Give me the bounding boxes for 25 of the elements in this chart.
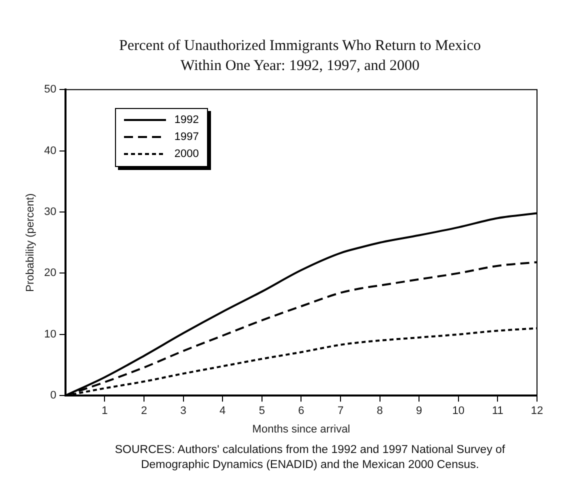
y-tick-label: 40 [44, 144, 56, 157]
x-tick-label: 4 [220, 405, 226, 418]
x-tick-label: 6 [298, 405, 304, 418]
y-tick-label: 10 [44, 328, 56, 340]
x-tick-label: 11 [492, 405, 504, 418]
y-tick-label: 0 [50, 390, 56, 402]
source-note: SOURCES: Authors' calculations from the 1992 and 1997 National Survey of Demographic Dynamics (ENADID) and the Mexican 2000 Census. [114, 443, 506, 473]
legend-label: 2000 [174, 148, 199, 160]
x-tick-label: 3 [180, 405, 186, 418]
x-tick-label: 2 [140, 405, 148, 418]
x-tick-label: 5 [258, 405, 265, 418]
legend-label: 1992 [174, 114, 199, 126]
y-tick-label: 20 [44, 267, 56, 280]
x-tick-label: 12 [530, 405, 544, 418]
x-tick-label: 7 [337, 405, 344, 418]
legend-label: 1997 [174, 131, 199, 144]
x-axis-title: Months since arrival [252, 423, 350, 436]
x-tick-label: 9 [416, 405, 422, 418]
y-tick-label: 30 [44, 206, 56, 218]
x-tick-label: 10 [452, 405, 465, 418]
y-tick-label: 50 [44, 84, 56, 96]
y-axis-title: Probability (percent) [24, 193, 37, 292]
x-tick-label: 8 [376, 405, 383, 418]
chart-title: Percent of Unauthorized Immigrants Who Return to Mexico Within One Year: 1992, 1997, and 2000 [118, 37, 482, 76]
x-tick-label: 1 [102, 405, 108, 418]
